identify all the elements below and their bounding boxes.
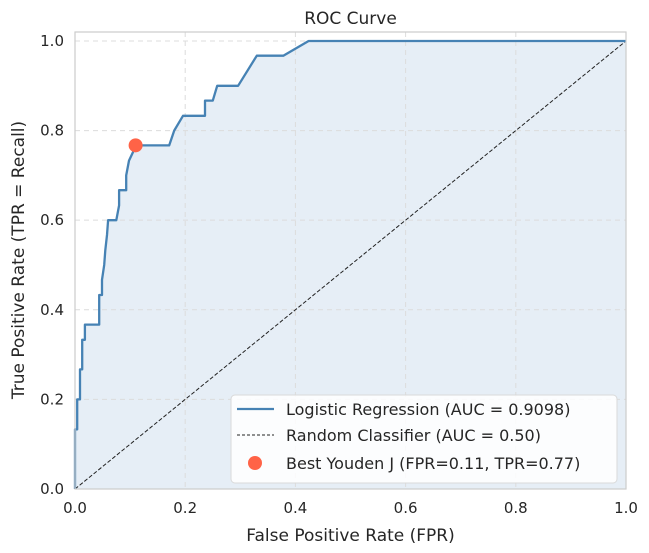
x-tick-labels: 0.0 0.2 0.4 0.6 0.8 1.0 [63,499,638,517]
x-tick-label: 1.0 [614,499,638,517]
y-tick-label: 0.6 [40,211,64,229]
y-tick-label: 0.8 [40,122,64,140]
y-tick-label: 0.0 [40,480,64,498]
legend-entry-youden: Best Youden J (FPR=0.11, TPR=0.77) [286,454,580,473]
roc-curve-line [73,39,626,489]
x-tick-label: 0.2 [173,499,197,517]
chart-title: ROC Curve [304,9,397,29]
legend-dot-icon [248,456,262,470]
y-axis-label: True Positive Rate (TPR = Recall) [9,121,29,400]
x-axis-label: False Positive Rate (FPR) [246,526,455,546]
y-tick-label: 0.2 [40,390,64,408]
x-tick-label: 0.0 [63,499,87,517]
legend-entry-logistic: Logistic Regression (AUC = 0.9098) [286,400,570,419]
random-classifier-line [74,40,627,490]
legend: Logistic Regression (AUC = 0.9098) Rando… [230,394,618,484]
x-tick-label: 0.8 [504,499,528,517]
plot-frame [74,31,627,490]
y-tick-labels: 0.0 0.2 0.4 0.6 0.8 1.0 [40,32,64,498]
x-tick-label: 0.6 [394,499,418,517]
legend-box [230,394,618,484]
legend-entry-random: Random Classifier (AUC = 0.50) [286,426,541,445]
x-tick-label: 0.4 [283,499,307,517]
y-tick-label: 0.4 [40,301,64,319]
y-tick-label: 1.0 [40,32,64,50]
best-youden-point [128,138,143,153]
